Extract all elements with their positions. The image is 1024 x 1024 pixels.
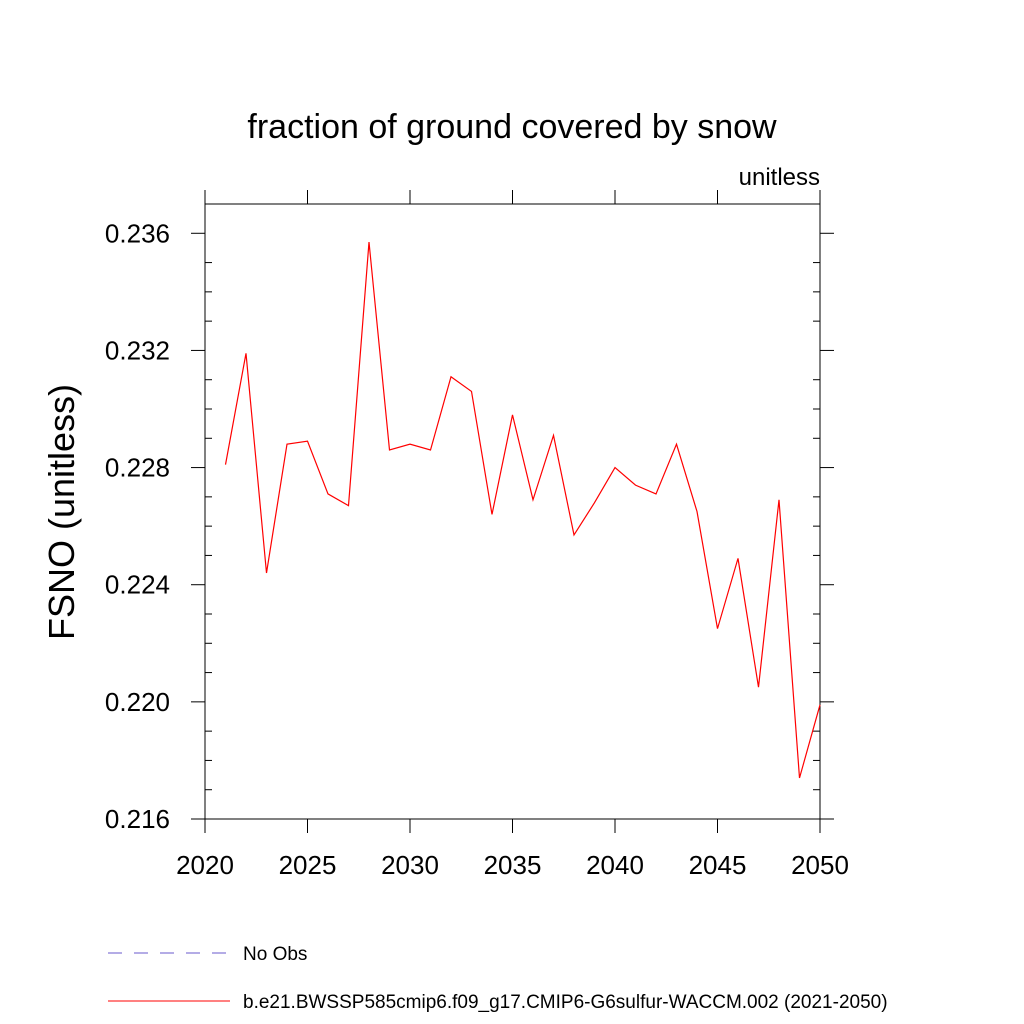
- y-tick-label: 0.228: [105, 453, 170, 483]
- legend: No Obs b.e21.BWSSP585cmip6.f09_g17.CMIP6-…: [108, 944, 888, 1013]
- y-tick-label: 0.232: [105, 335, 170, 365]
- x-tick-label: 2040: [586, 850, 644, 880]
- x-tick-label: 2045: [689, 850, 747, 880]
- y-tick-label: 0.216: [105, 804, 170, 834]
- y-tick-label: 0.224: [105, 570, 170, 600]
- x-tick-label: 2020: [176, 850, 234, 880]
- plot-frame: [204, 203, 821, 820]
- series-line: [224, 242, 821, 779]
- x-tick-label: 2050: [791, 850, 849, 880]
- y-tick-label: 0.220: [105, 687, 170, 717]
- legend-label-0: No Obs: [243, 944, 307, 965]
- x-tick-label: 2025: [279, 850, 337, 880]
- chart-title: fraction of ground covered by snow: [247, 108, 777, 146]
- y-tick-label: 0.236: [105, 218, 170, 248]
- legend-label-1: b.e21.BWSSP585cmip6.f09_g17.CMIP6-G6sulf…: [243, 992, 888, 1013]
- plot-area: 2020 2025 2030 2035 2040 2045 2050 0.216 0.220 0.…: [105, 190, 849, 880]
- y-axis-label: FSNO (unitless): [41, 384, 82, 640]
- x-tick-label: 2030: [381, 850, 439, 880]
- x-tick-label: 2035: [484, 850, 542, 880]
- chart-subtitle: unitless: [739, 164, 820, 191]
